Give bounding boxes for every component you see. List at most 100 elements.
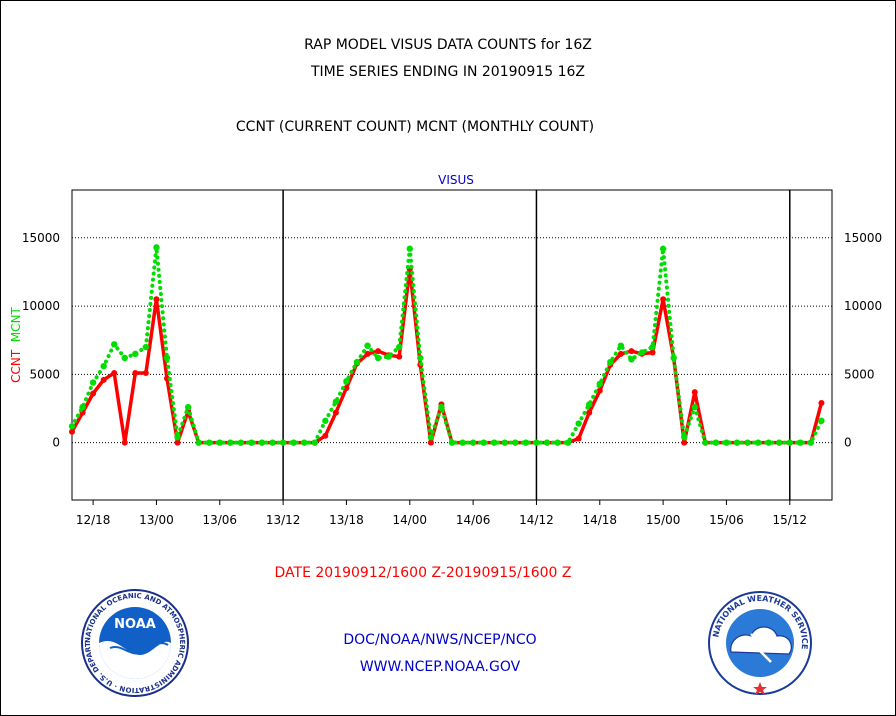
mcnt-point bbox=[269, 439, 276, 446]
ccnt-point bbox=[90, 390, 97, 397]
noaa-logo: NATIONAL OCEANIC AND ATMOSPHERIC ADMINIS… bbox=[80, 588, 189, 697]
mcnt-point bbox=[754, 439, 762, 446]
mcnt-point bbox=[776, 439, 783, 446]
chart-title-line2: TIME SERIES ENDING IN 20190915 16Z bbox=[311, 64, 585, 80]
ccnt-point bbox=[364, 350, 371, 357]
mcnt-point bbox=[807, 439, 815, 446]
mcnt-point bbox=[153, 244, 160, 251]
ccnt-point bbox=[343, 385, 350, 392]
ccnt-point bbox=[681, 439, 688, 446]
mcnt-point bbox=[522, 439, 530, 446]
mcnt-point bbox=[111, 341, 118, 348]
mcnt-point bbox=[564, 439, 572, 446]
ccnt-point bbox=[691, 389, 698, 396]
mcnt-point bbox=[649, 343, 656, 351]
ccnt-point bbox=[649, 349, 656, 356]
mcnt-point bbox=[501, 439, 508, 446]
mcnt-point bbox=[659, 245, 667, 252]
mcnt-point bbox=[142, 343, 150, 351]
ccnt-point bbox=[111, 369, 118, 376]
mcnt-point bbox=[459, 439, 466, 446]
mcnt-point bbox=[89, 379, 97, 386]
mcnt-point bbox=[702, 439, 709, 446]
website-link[interactable]: WWW.NCEP.NOAA.GOV bbox=[359, 659, 521, 675]
mcnt-point bbox=[480, 439, 487, 446]
mcnt-point bbox=[174, 433, 181, 441]
y-tick-label-left: 5000 bbox=[29, 367, 60, 381]
mcnt-point bbox=[184, 403, 192, 411]
mcnt-point bbox=[427, 433, 435, 441]
x-tick-label: 15/00 bbox=[646, 513, 681, 527]
mcnt-point bbox=[374, 354, 382, 362]
mcnt-point bbox=[744, 439, 751, 446]
mcnt-point bbox=[617, 342, 625, 349]
ccnt-point bbox=[396, 353, 403, 360]
y-tick-label-left: 15000 bbox=[22, 231, 60, 245]
y-tick-label-right: 15000 bbox=[844, 231, 882, 245]
agency-label: DOC/NOAA/NWS/NCEP/NCO bbox=[343, 632, 537, 648]
mcnt-point bbox=[121, 354, 128, 362]
ccnt-point bbox=[100, 376, 107, 383]
x-tick-label: 14/18 bbox=[582, 513, 617, 527]
chart-title-line1: RAP MODEL VISUS DATA COUNTS for 16Z bbox=[304, 37, 592, 53]
date-range-label: DATE 20190912/1600 Z-20190915/1600 Z bbox=[274, 565, 572, 581]
mcnt-point bbox=[406, 245, 413, 252]
noaa-center-text: NOAA bbox=[114, 617, 156, 632]
y-tick-label-right: 0 bbox=[844, 436, 852, 450]
mcnt-point bbox=[163, 354, 171, 362]
nws-logo: NATIONAL WEATHER SERVICE bbox=[708, 591, 812, 695]
y-axis-label: CCNT MCNT bbox=[9, 306, 23, 382]
ccnt-point bbox=[142, 369, 149, 376]
y-tick-label-left: 10000 bbox=[22, 299, 60, 313]
plot-title: VISUS bbox=[438, 173, 474, 187]
mcnt-point bbox=[596, 380, 603, 388]
ccnt-point bbox=[617, 350, 624, 357]
mcnt-point bbox=[396, 343, 403, 351]
ccnt-point bbox=[153, 296, 160, 303]
mcnt-point bbox=[385, 353, 392, 360]
mcnt-point bbox=[723, 439, 730, 446]
mcnt-point bbox=[681, 433, 688, 441]
y-tick-label-left: 0 bbox=[52, 436, 60, 450]
mcnt-point bbox=[797, 439, 804, 446]
mcnt-point bbox=[469, 439, 477, 446]
ccnt-point bbox=[69, 428, 75, 435]
x-tick-label: 14/12 bbox=[519, 513, 554, 527]
ccnt-point bbox=[375, 348, 382, 355]
mcnt-point bbox=[512, 439, 519, 446]
mcnt-point bbox=[491, 439, 498, 446]
ccnt-point bbox=[427, 439, 434, 446]
x-tick-label: 13/00 bbox=[139, 513, 174, 527]
ccnt-point bbox=[660, 296, 667, 303]
mcnt-point bbox=[607, 358, 614, 366]
x-tick-label: 13/18 bbox=[329, 513, 364, 527]
mcnt-point bbox=[227, 439, 234, 446]
mcnt-point bbox=[554, 439, 561, 446]
mcnt-point bbox=[322, 417, 329, 424]
mcnt-point bbox=[691, 403, 698, 411]
mcnt-point bbox=[353, 358, 361, 366]
ccnt-point bbox=[818, 400, 825, 407]
ccnt-point bbox=[628, 348, 635, 355]
x-tick-label: 15/12 bbox=[772, 513, 807, 527]
mcnt-point bbox=[195, 439, 202, 446]
x-tick-label: 13/12 bbox=[266, 513, 301, 527]
ccnt-point bbox=[596, 387, 603, 394]
ccnt-point bbox=[174, 439, 181, 446]
x-tick-label: 12/18 bbox=[76, 513, 111, 527]
ccnt-point bbox=[575, 435, 582, 442]
mcnt-point bbox=[343, 377, 350, 385]
ccnt-point bbox=[322, 432, 329, 439]
mcnt-point bbox=[818, 417, 825, 424]
y-axis-label-mcnt: MCNT bbox=[9, 306, 23, 349]
mcnt-point bbox=[311, 439, 318, 446]
mcnt-point bbox=[628, 356, 635, 363]
mcnt-point bbox=[765, 439, 772, 446]
chart-subtitle: CCNT (CURRENT COUNT) MCNT (MONTHLY COUNT… bbox=[235, 119, 595, 135]
mcnt-point bbox=[79, 403, 86, 411]
mcnt-point bbox=[206, 439, 213, 446]
mcnt-point bbox=[279, 439, 287, 446]
mcnt-line bbox=[70, 247, 824, 445]
plot-area bbox=[71, 189, 833, 501]
mcnt-point bbox=[533, 439, 540, 446]
